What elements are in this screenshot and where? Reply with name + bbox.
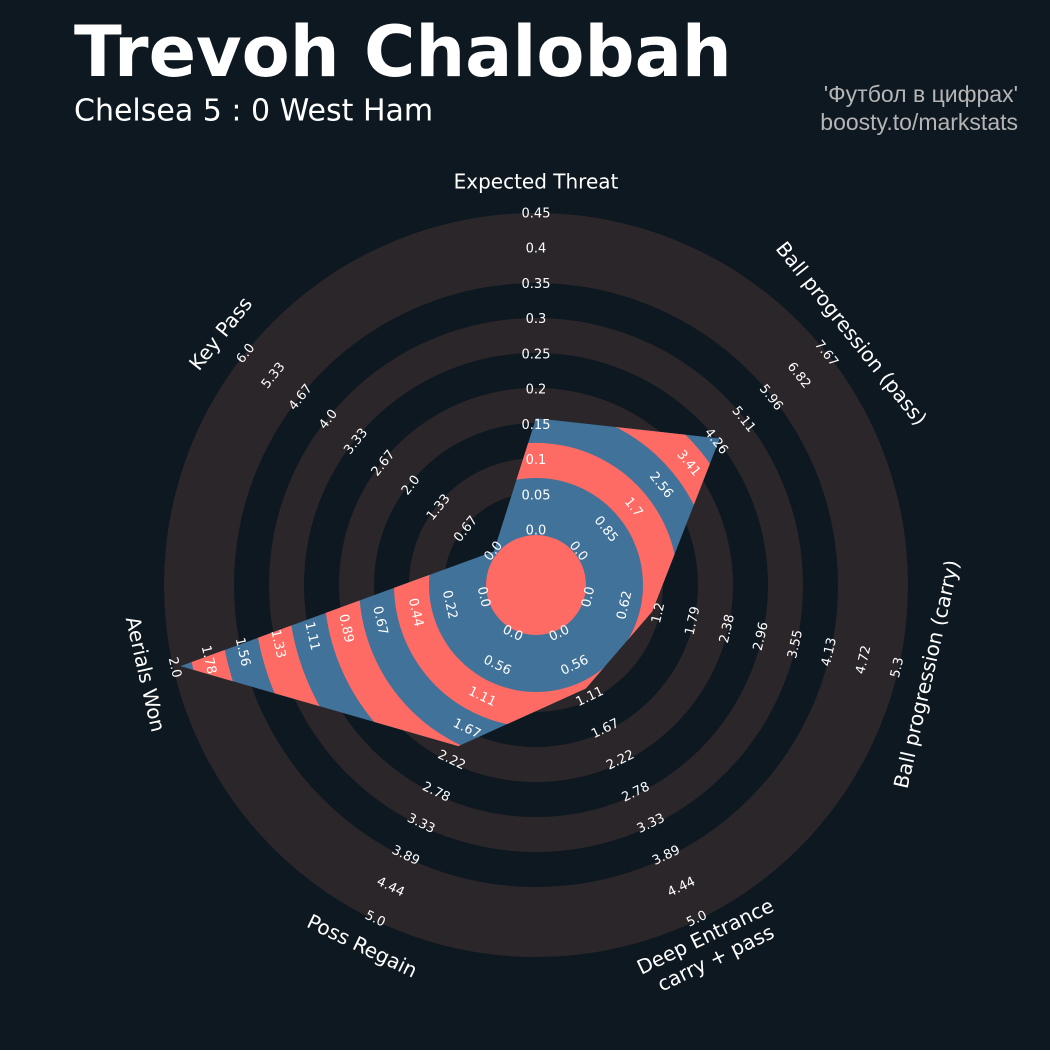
tick-label: 1.2 [649, 601, 668, 625]
tick-label: 1.79 [682, 605, 703, 637]
axis-label: Expected Threat [454, 170, 619, 194]
tick-label: 4.72 [853, 644, 874, 676]
tick-label: 0.22 [439, 589, 460, 621]
tick-label: 2.0 [165, 656, 184, 680]
tick-label: 2.96 [751, 621, 772, 653]
tick-label: 0.44 [405, 597, 426, 629]
chart-title: Trevoh Chalobah [74, 11, 732, 93]
tick-label: 5.3 [888, 656, 907, 680]
tick-label: 1.11 [301, 620, 322, 652]
tick-label: 1.78 [198, 644, 219, 676]
tick-label: 0.25 [522, 347, 551, 362]
tick-label: 0.0 [579, 585, 598, 609]
tick-label: 1.33 [267, 628, 288, 660]
tick-label: 3.55 [785, 628, 806, 660]
tick-label: 0.1 [526, 453, 547, 468]
credit: 'Футбол в цифрах' [824, 81, 1018, 107]
tick-label: 0.89 [335, 613, 356, 645]
tick-label: 0.4 [526, 242, 547, 257]
center-circle [486, 535, 586, 635]
tick-label: 1.56 [232, 636, 253, 668]
tick-label: 0.35 [522, 277, 551, 292]
tick-label: 0.2 [526, 383, 547, 398]
tick-label: 2.38 [717, 613, 738, 645]
tick-label: 0.0 [526, 524, 547, 539]
tick-label: 0.0 [474, 585, 493, 609]
tick-label: 0.3 [526, 312, 547, 327]
tick-label: 0.45 [522, 207, 551, 222]
subtitle: Chelsea 5 : 0 West Ham [74, 94, 433, 129]
credit: boosty.to/markstats [820, 109, 1018, 135]
radar-polygon [180, 418, 720, 747]
tick-label: 0.15 [522, 418, 551, 433]
tick-label: 0.62 [614, 589, 635, 621]
tick-label: 0.05 [522, 488, 551, 503]
tick-label: 0.67 [369, 605, 390, 637]
tick-label: 4.13 [819, 636, 840, 668]
